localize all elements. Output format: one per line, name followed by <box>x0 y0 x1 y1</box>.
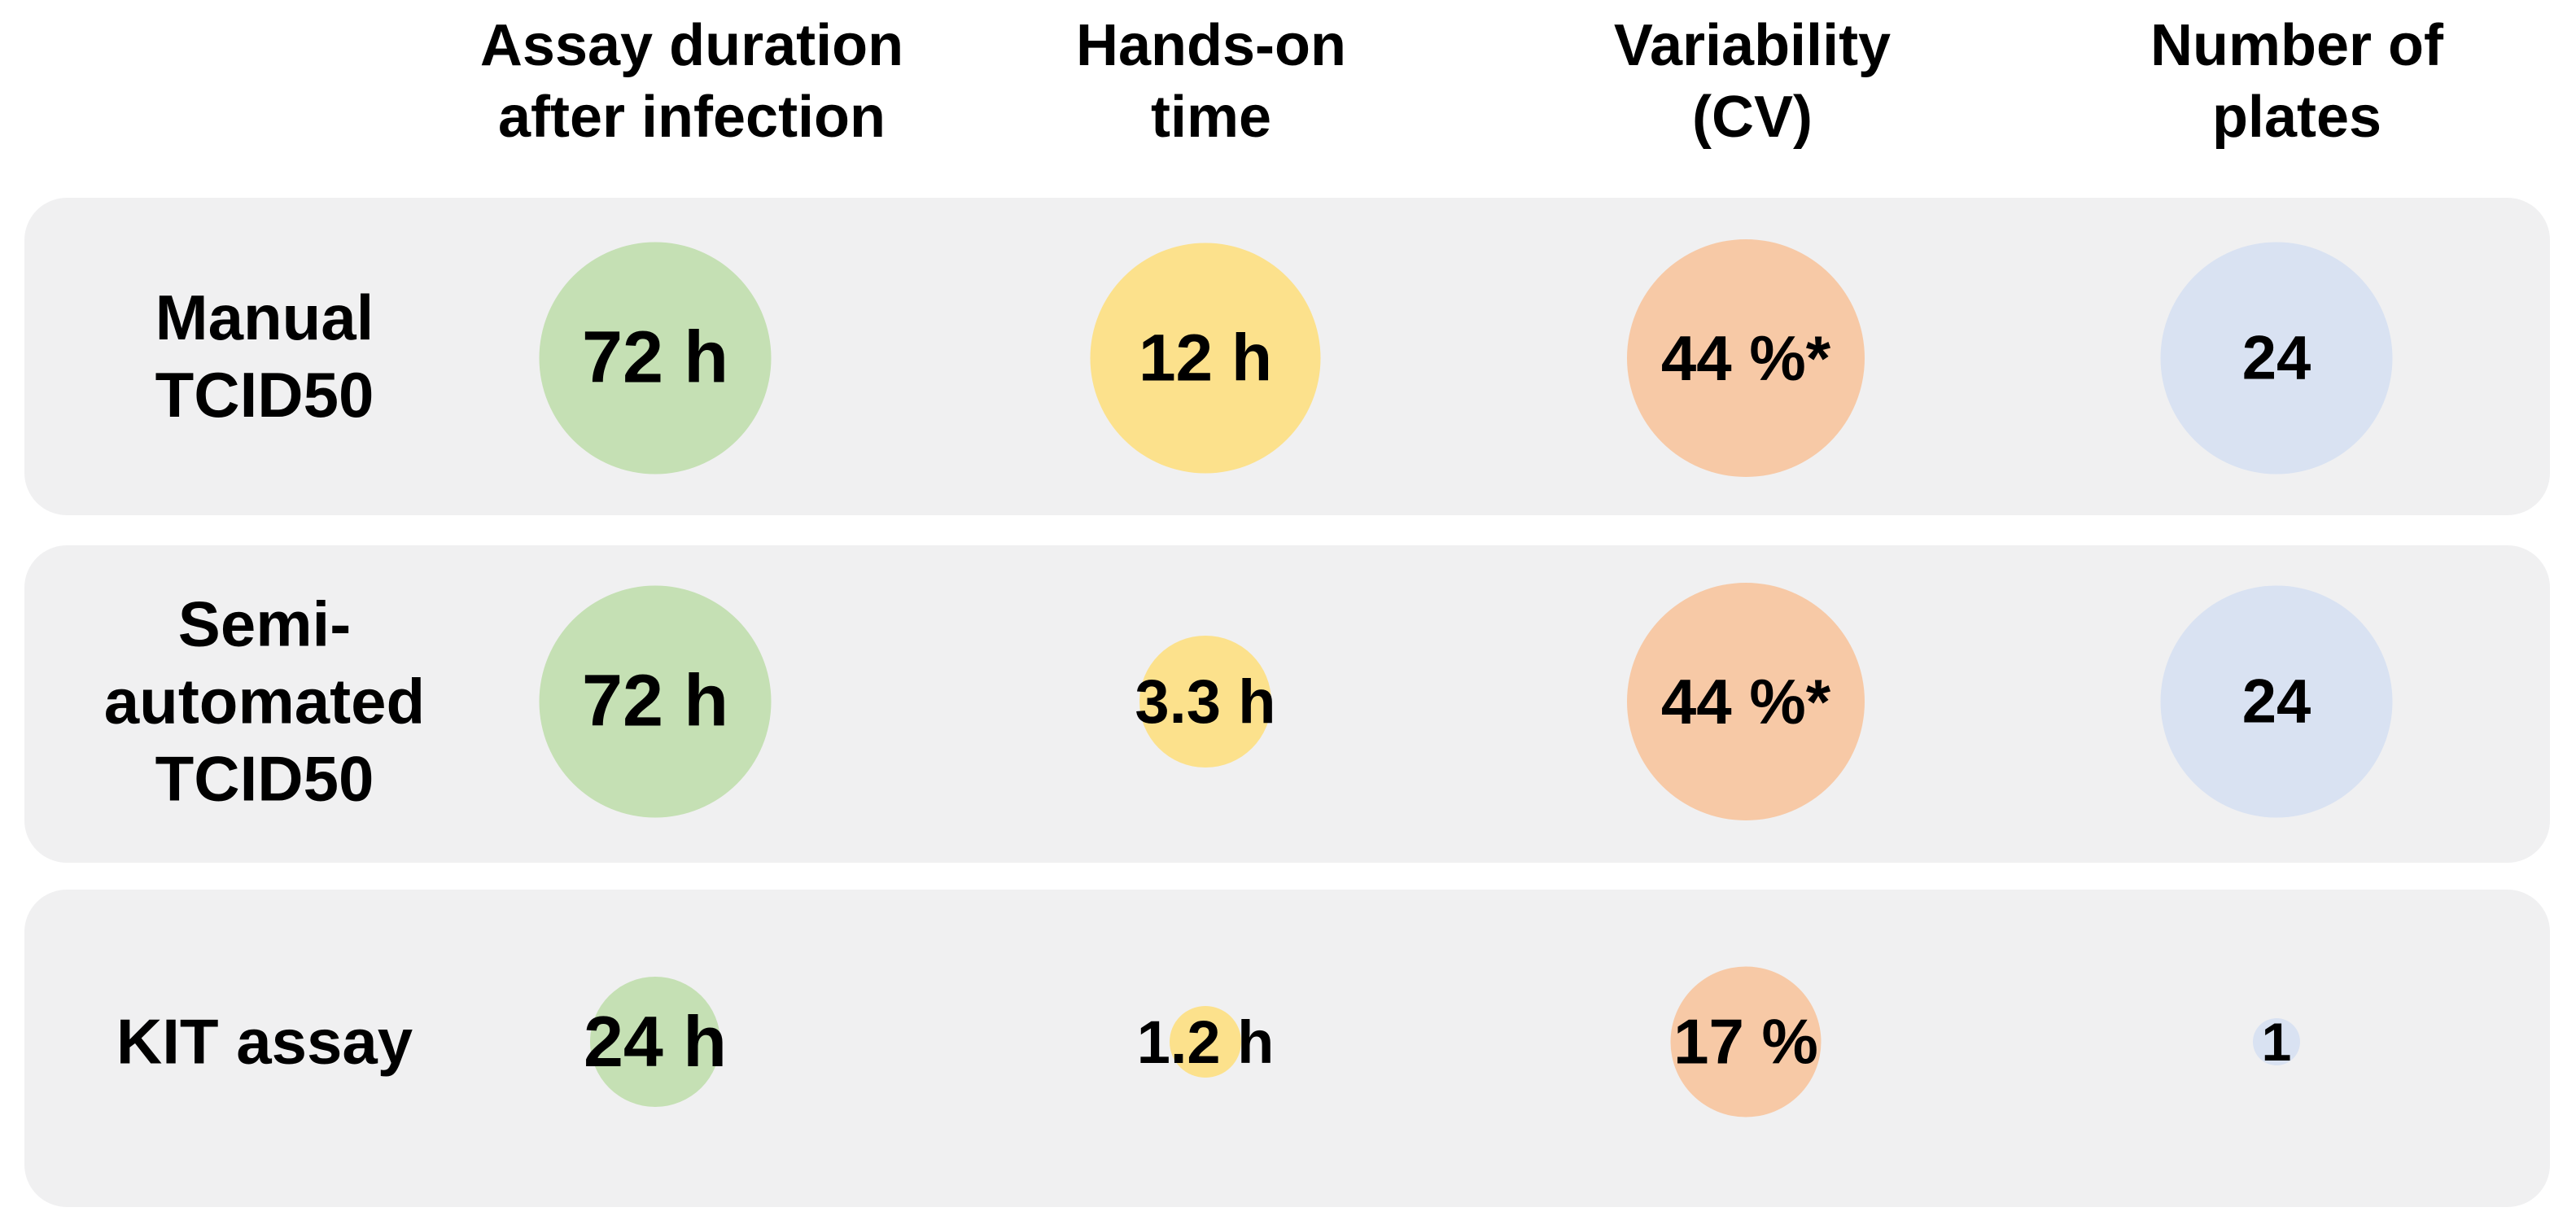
bubble-semi-automated-hands-on-time: 3.3 h <box>1135 636 1276 768</box>
bubble-semi-automated-number-of-plates: 24 <box>2160 585 2393 818</box>
column-header-variability-cv: Variability (CV) <box>1614 10 1891 153</box>
header-line: (CV) <box>1692 85 1813 150</box>
row-label-semi-automated-tcid50: Semi- automated TCID50 <box>103 588 426 815</box>
bubble-manual-hands-on-time: 12 h <box>1090 243 1321 474</box>
bubble-kit-assay-hands-on-time: 1.2 h <box>1137 1006 1274 1078</box>
header-line: after infection <box>497 85 886 150</box>
bubble-manual-number-of-plates: 24 <box>2160 242 2393 475</box>
bubble-value: 17 % <box>1673 1005 1818 1078</box>
header-line: Number of <box>2150 13 2443 78</box>
bubble-value: 1 <box>2261 1012 2292 1072</box>
column-header-assay-duration: Assay duration after infection <box>480 10 903 153</box>
row-band-kit-assay <box>24 890 2550 1207</box>
bubble-manual-variability-cv: 44 %* <box>1627 239 1865 477</box>
bubble-value: 24 h <box>583 1001 728 1082</box>
row-label-kit-assay: KIT assay <box>116 1005 413 1078</box>
bubble-kit-assay-duration: 24 h <box>584 977 727 1107</box>
bubble-manual-assay-duration: 72 h <box>539 242 772 475</box>
column-header-hands-on-time: Hands-on time <box>1076 10 1346 153</box>
bubble-semi-automated-variability-cv: 44 %* <box>1627 583 1865 820</box>
bubble-value: 24 <box>2241 323 2311 393</box>
bubble-value: 72 h <box>581 660 729 742</box>
bubble-value: 3.3 h <box>1135 667 1276 737</box>
bubble-value: 1.2 h <box>1136 1008 1275 1076</box>
row-band-semi-automated-tcid50 <box>24 545 2550 863</box>
bubble-kit-assay-number-of-plates: 1 <box>2253 1012 2300 1072</box>
bubble-value: 44 %* <box>1660 321 1831 394</box>
header-line: plates <box>2211 85 2382 150</box>
header-line: Assay duration <box>479 13 904 78</box>
bubble-value: 72 h <box>581 317 729 399</box>
bubble-kit-assay-variability-cv: 17 % <box>1670 966 1822 1117</box>
column-header-number-of-plates: Number of plates <box>2150 10 2443 153</box>
row-label-manual-tcid50: Manual TCID50 <box>155 282 374 431</box>
bubble-value: 24 <box>2241 667 2311 737</box>
bubble-semi-automated-assay-duration: 72 h <box>539 585 772 818</box>
header-line: time <box>1150 85 1272 150</box>
bubble-value: 12 h <box>1138 321 1273 395</box>
bubble-value: 44 %* <box>1660 665 1831 737</box>
header-line: Hands-on <box>1076 13 1346 78</box>
header-line: Variability <box>1613 13 1892 78</box>
